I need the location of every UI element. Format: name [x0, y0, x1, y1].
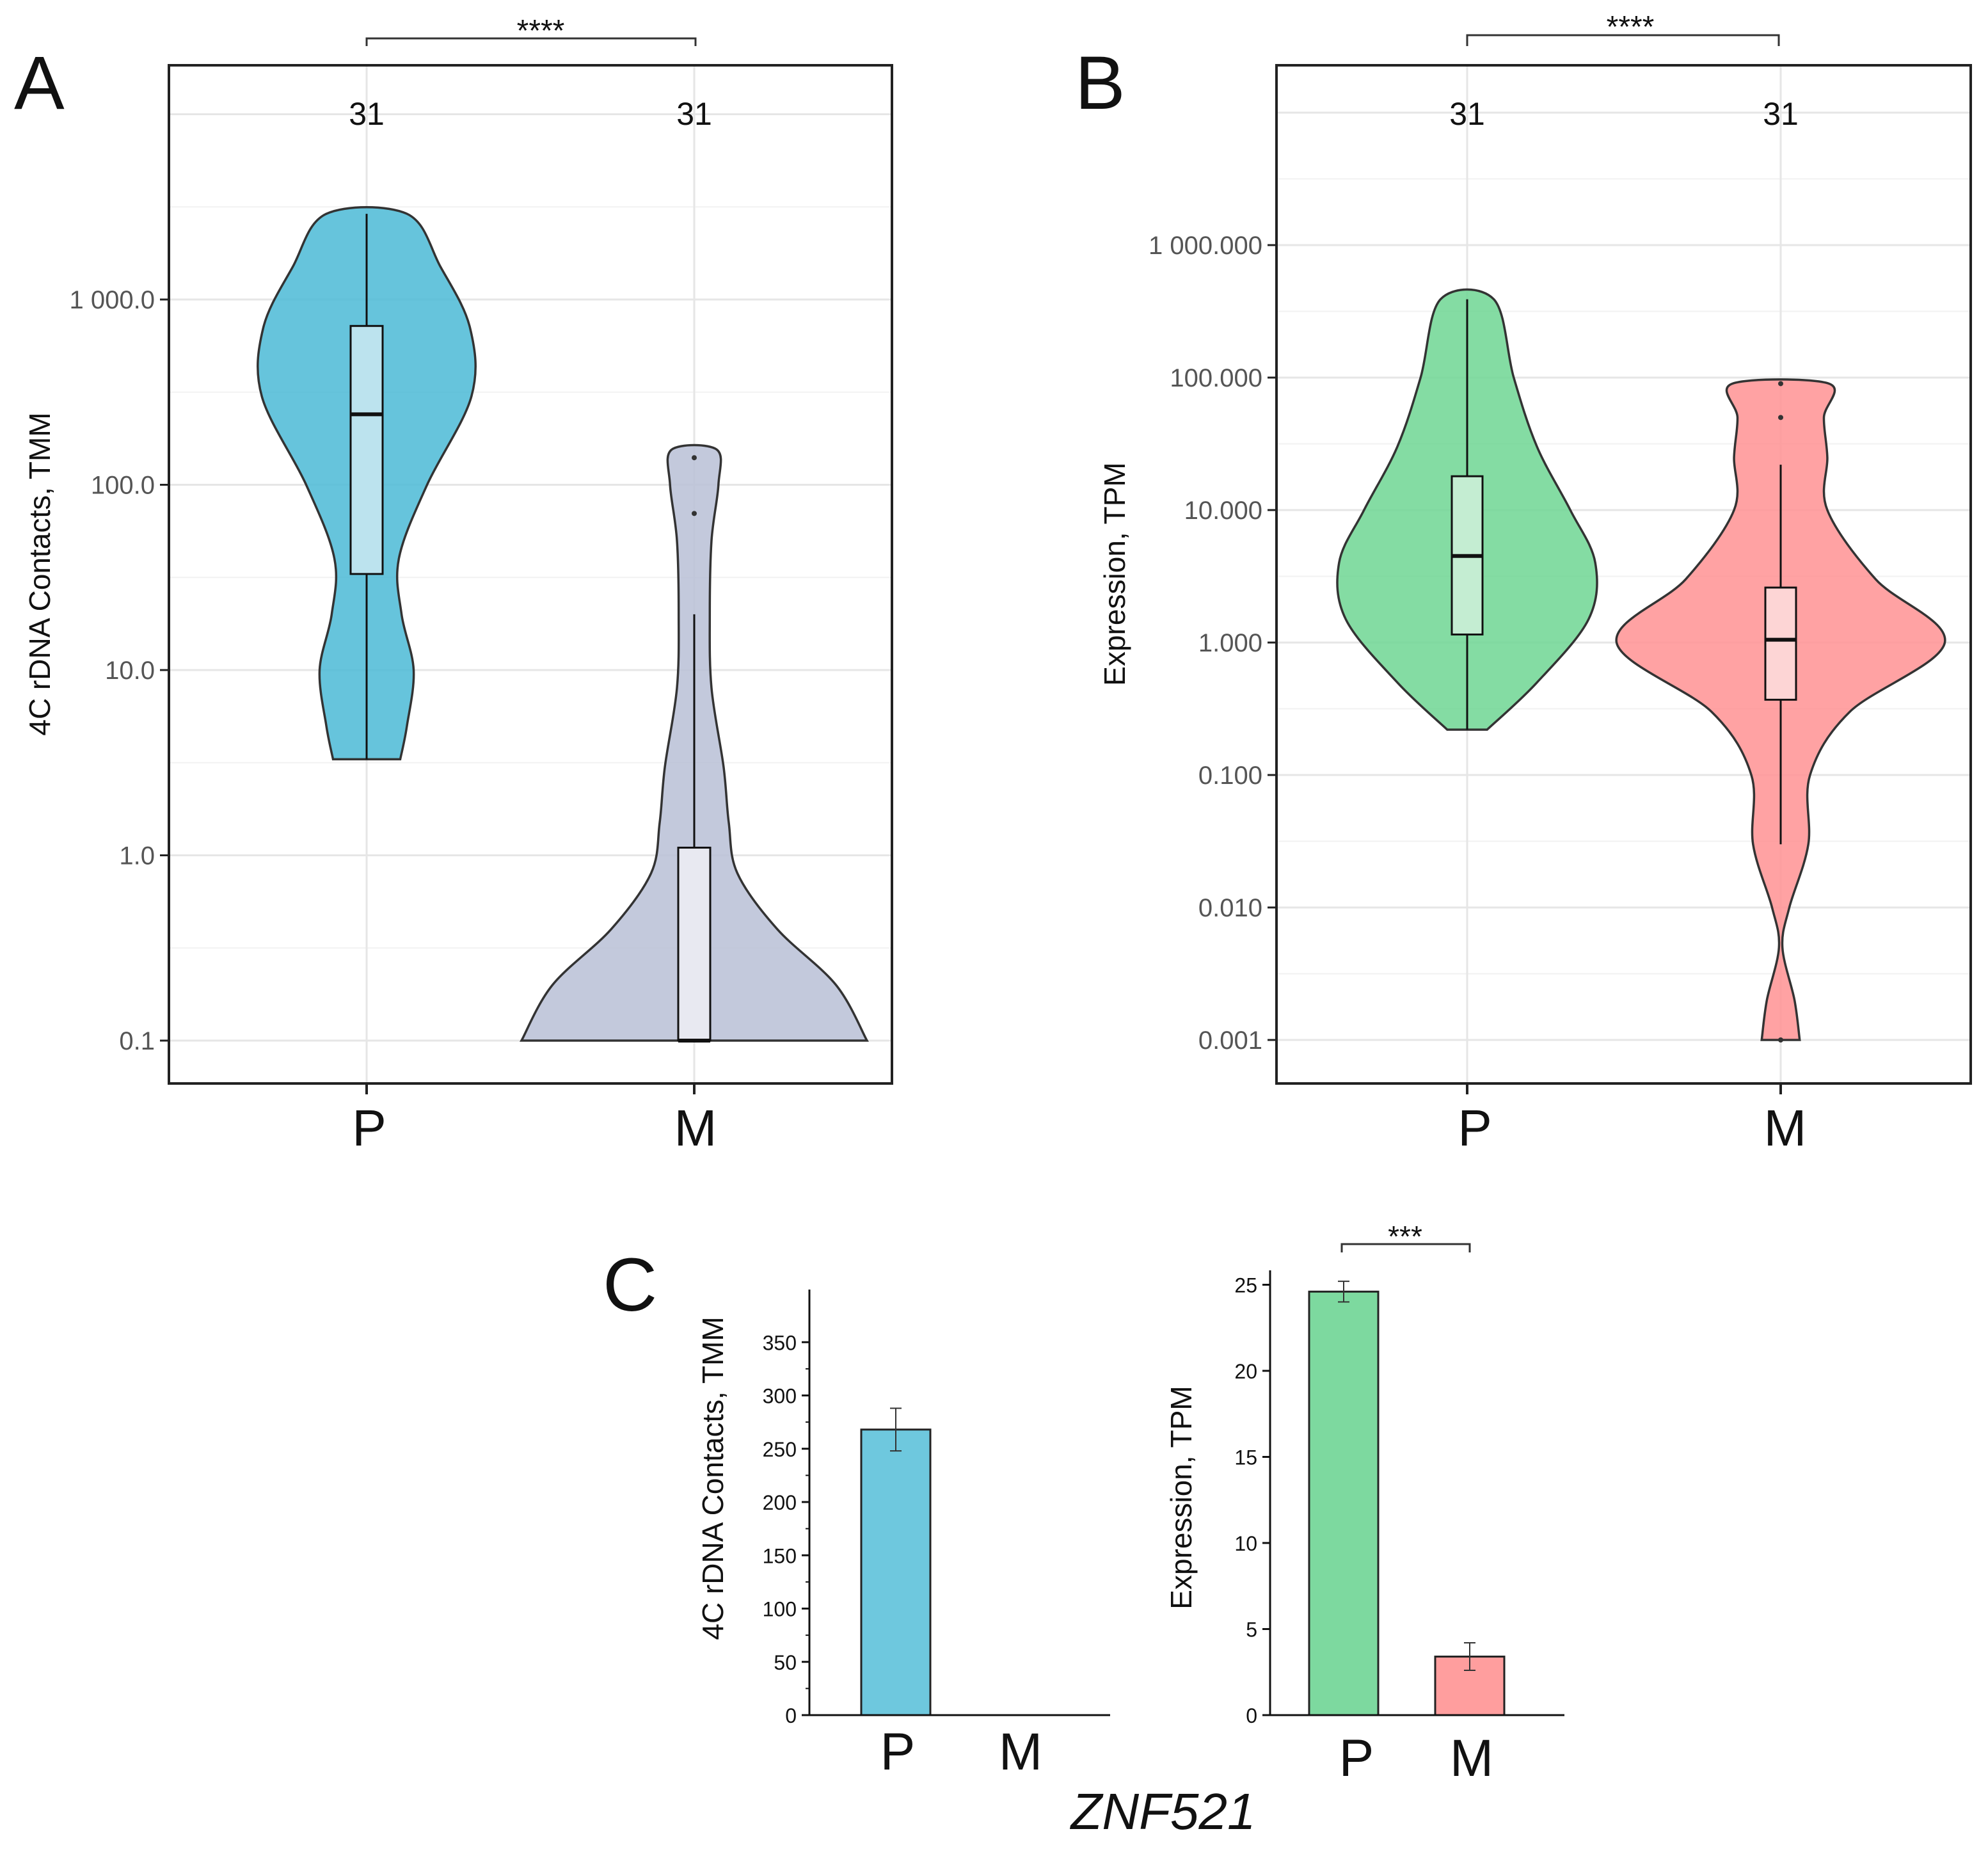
panel-a-significance-bracket — [365, 37, 697, 46]
y-tick-label: 100.000 — [1170, 364, 1262, 392]
y-tick-label: 200 — [763, 1491, 797, 1514]
y-tick-label: 100 — [763, 1598, 797, 1621]
panel-b-x-label-m: M — [1764, 1099, 1807, 1156]
panel-b-count-m: 31 — [1763, 96, 1799, 132]
panel-a-significance-stars: **** — [517, 14, 565, 48]
panel-c-contacts-y-ticks: 0 50 100 150 200 250 300 350 — [763, 1331, 809, 1727]
y-tick-label: 100.0 — [91, 472, 155, 500]
y-tick-label: 10.0 — [105, 657, 155, 685]
y-tick-label: 10.000 — [1184, 497, 1262, 525]
y-tick-label: 1.0 — [119, 842, 155, 870]
panel-c-contacts-y-label: 4C rDNA Contacts, TMM — [696, 1316, 729, 1640]
y-tick-label: 250 — [763, 1438, 797, 1461]
y-tick-label: 0.1 — [119, 1027, 155, 1055]
panel-a-y-label: 4C rDNA Contacts, TMM — [23, 412, 56, 735]
y-tick-label: 1.000 — [1198, 629, 1262, 657]
panel-c-expression-y-ticks: 0 5 10 15 20 25 — [1234, 1274, 1270, 1727]
y-tick-label: 0 — [785, 1704, 797, 1727]
y-tick-label: 25 — [1234, 1274, 1257, 1297]
panel-c-expression-x-label-m: M — [1450, 1729, 1493, 1787]
y-tick-label: 15 — [1234, 1446, 1257, 1469]
panel-a-y-ticks: 0.1 1.0 10.0 100.0 1 000.0 — [70, 286, 169, 1055]
panel-a-x-label-p: P — [352, 1099, 386, 1156]
panel-c-label: C — [603, 1243, 657, 1327]
panel-a: A 0.1 1.0 10.0 100.0 1 000.0 4C rDNA Contact… — [14, 14, 893, 1156]
panel-b-label: B — [1075, 41, 1125, 125]
y-tick-label: 1 000.0 — [70, 286, 155, 314]
outlier-point — [692, 511, 697, 516]
panel-b-violins — [1336, 288, 1946, 1043]
panel-c-expression-y-label: Expression, TPM — [1165, 1386, 1198, 1609]
panel-c-contacts: C 0 50 100 150 200 250 300 350 4C rDNA Contacts… — [603, 1243, 1110, 1781]
panel-a-label: A — [14, 41, 65, 125]
panel-c-contacts-x-label-m: M — [999, 1723, 1042, 1781]
y-tick-label: 0.100 — [1198, 762, 1262, 790]
box-m — [1764, 586, 1797, 701]
y-tick-label: 5 — [1246, 1618, 1257, 1642]
outlier-point — [1778, 1037, 1783, 1043]
bar-p — [860, 1428, 932, 1716]
panel-b-y-label: Expression, TPM — [1098, 462, 1131, 685]
outlier-point — [1778, 415, 1783, 420]
panel-c-contacts-bars — [860, 1407, 932, 1716]
panel-a-x-label-m: M — [674, 1099, 717, 1156]
panel-a-count-p: 31 — [349, 96, 385, 132]
panel-b: B 0.001 0.010 0.100 1.000 10.000 100.000 1 000… — [1075, 10, 1972, 1156]
y-tick-label: 350 — [763, 1331, 797, 1354]
outlier-point — [692, 455, 697, 461]
y-tick-label: 50 — [774, 1651, 797, 1674]
panel-a-grid — [169, 65, 892, 1083]
panel-b-frame — [1275, 64, 1972, 1085]
panel-c-expression-significance-bracket — [1340, 1243, 1471, 1252]
panel-b-y-ticks: 0.001 0.010 0.100 1.000 10.000 100.000 1 000.0… — [1149, 232, 1276, 1055]
panel-c-expression: 0 5 10 15 20 25 Expression, TPM P M *** — [1165, 1220, 1564, 1787]
box-m — [677, 847, 712, 1042]
panel-b-x-label-p: P — [1458, 1099, 1491, 1156]
y-tick-label: 0 — [1246, 1704, 1257, 1727]
y-tick-label: 0.010 — [1198, 894, 1262, 922]
panel-c-expression-bars — [1308, 1281, 1506, 1716]
figure-caption: ZNF521 — [1070, 1783, 1256, 1840]
y-tick-label: 0.001 — [1198, 1027, 1262, 1055]
panel-c-expression-x-label-p: P — [1339, 1729, 1374, 1787]
bar-p — [1308, 1290, 1380, 1716]
y-tick-label: 10 — [1234, 1532, 1257, 1555]
y-tick-label: 1 000.000 — [1149, 232, 1262, 260]
y-tick-label: 300 — [763, 1385, 797, 1408]
panel-a-count-m: 31 — [676, 96, 712, 132]
panel-b-significance-bracket — [1466, 34, 1780, 46]
y-tick-label: 20 — [1234, 1360, 1257, 1383]
panel-c-expression-significance-stars: *** — [1388, 1220, 1422, 1253]
panel-b-significance-stars: **** — [1607, 10, 1655, 44]
outlier-point — [1778, 381, 1783, 387]
panel-a-frame — [168, 64, 893, 1085]
panel-b-count-p: 31 — [1449, 96, 1485, 132]
box-p — [349, 324, 384, 575]
panel-a-violins — [257, 206, 869, 1043]
panel-c-contacts-x-label-p: P — [880, 1723, 916, 1781]
y-tick-label: 150 — [763, 1544, 797, 1567]
